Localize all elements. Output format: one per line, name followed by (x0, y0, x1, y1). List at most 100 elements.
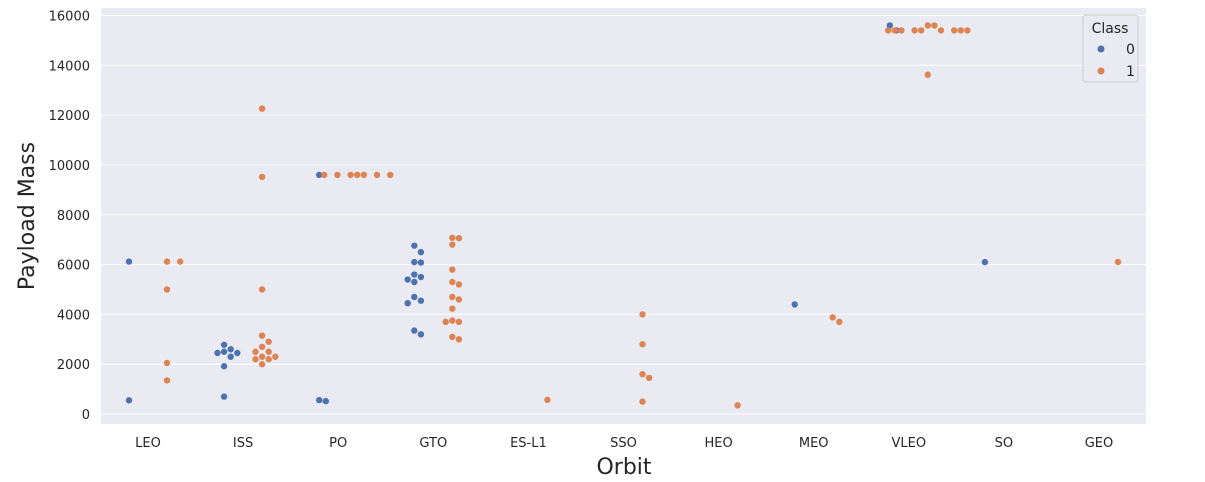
y-tick-label: 10000 (49, 159, 90, 174)
x-tick-label: SO (995, 436, 1013, 451)
data-point-class-1 (455, 281, 463, 288)
data-point-class-0 (220, 341, 228, 348)
legend-label-class-0: 0 (1126, 42, 1135, 58)
data-point-class-1 (645, 374, 653, 382)
data-point-class-0 (791, 301, 798, 308)
data-point-class-1 (911, 27, 918, 34)
data-point-class-1 (924, 71, 931, 78)
data-point-class-1 (321, 171, 328, 179)
data-point-class-1 (449, 305, 456, 312)
data-point-class-0 (220, 363, 228, 370)
data-point-class-1 (265, 356, 272, 363)
data-point-class-1 (163, 359, 171, 367)
data-point-class-1 (258, 361, 266, 368)
legend-box (1082, 14, 1139, 83)
data-point-class-1 (639, 370, 646, 378)
data-point-class-1 (455, 336, 463, 343)
data-point-class-1 (449, 266, 456, 273)
data-point-class-1 (891, 27, 898, 34)
data-point-class-0 (417, 248, 425, 256)
data-point-class-1 (347, 171, 354, 179)
y-tick-label: 16000 (49, 9, 90, 24)
y-tick-label: 0 (82, 408, 90, 423)
y-tick-label: 6000 (57, 259, 90, 274)
y-tick-label: 8000 (57, 209, 90, 224)
data-point-class-1 (931, 22, 938, 29)
grid-lines (101, 14, 1146, 415)
data-point-class-1 (258, 332, 266, 339)
data-point-class-1 (265, 348, 272, 355)
data-point-class-1 (455, 296, 463, 303)
data-point-class-0 (227, 346, 234, 353)
data-point-class-1 (272, 353, 279, 360)
data-point-class-0 (125, 258, 133, 265)
data-point-class-1 (455, 234, 463, 242)
y-tick-label: 14000 (49, 59, 90, 74)
data-point-class-0 (417, 273, 425, 281)
x-axis-title: Orbit (596, 455, 651, 480)
x-tick-label: VLEO (892, 436, 927, 451)
x-tick-label: SSO (610, 436, 637, 451)
data-point-class-0 (981, 258, 989, 266)
data-point-class-1 (373, 171, 381, 179)
data-point-class-1 (455, 318, 463, 326)
data-point-class-0 (214, 349, 221, 357)
data-point-class-1 (258, 173, 266, 181)
data-point-class-1 (360, 171, 367, 179)
x-tick-labels: LEO ISS PO GTO ES-L1 SSO HEO MEO VLEO SO GEO (135, 436, 1113, 451)
data-point-class-0 (234, 349, 241, 357)
data-point-class-1 (449, 278, 456, 286)
data-point-class-0 (417, 331, 425, 338)
data-point-class-1 (639, 341, 646, 348)
data-point-class-0 (227, 353, 234, 360)
data-point-class-1 (258, 105, 266, 112)
y-tick-labels: 0 2000 4000 6000 8000 10000 12000 14000 16000 (49, 9, 90, 423)
data-point-class-1 (449, 333, 456, 341)
data-point-class-1 (885, 27, 892, 34)
data-point-class-1 (951, 27, 958, 34)
data-point-class-0 (886, 22, 893, 29)
data-point-class-1 (937, 27, 945, 34)
data-point-class-1 (449, 317, 456, 324)
data-point-class-1 (258, 353, 266, 360)
data-point-class-1 (252, 356, 259, 363)
data-point-class-0 (220, 348, 228, 355)
data-point-class-1 (258, 286, 266, 293)
data-point-class-1 (957, 27, 964, 34)
data-point-class-1 (163, 377, 171, 384)
x-tick-label: HEO (704, 436, 732, 451)
data-point-class-0 (417, 297, 425, 304)
data-point-class-1 (354, 171, 361, 179)
data-points (125, 22, 1122, 409)
x-tick-label: GTO (419, 436, 447, 451)
data-point-class-0 (220, 393, 228, 400)
x-tick-label: ES-L1 (510, 436, 547, 451)
data-point-class-0 (411, 271, 418, 278)
legend-marker-class-0 (1097, 45, 1105, 53)
data-point-class-0 (411, 258, 418, 266)
plot-background (101, 8, 1146, 424)
data-point-class-1 (177, 258, 184, 265)
data-point-class-1 (334, 171, 341, 179)
data-point-class-0 (411, 278, 418, 286)
data-point-class-1 (449, 234, 456, 241)
data-point-class-1 (265, 338, 272, 345)
data-point-class-1 (387, 171, 394, 179)
data-point-class-1 (829, 314, 836, 321)
y-tick-label: 12000 (49, 109, 90, 124)
data-point-class-1 (544, 396, 551, 404)
data-point-class-0 (316, 171, 323, 179)
data-point-class-1 (163, 286, 171, 293)
data-point-class-1 (639, 311, 646, 318)
data-point-class-0 (316, 396, 323, 404)
data-point-class-0 (125, 397, 133, 404)
data-point-class-1 (449, 241, 456, 248)
data-point-class-1 (918, 27, 925, 34)
data-point-class-0 (404, 276, 411, 283)
y-tick-label: 2000 (57, 358, 90, 373)
x-tick-label: MEO (799, 436, 829, 451)
legend-marker-class-1 (1097, 67, 1105, 75)
y-axis-title: Payload Mass (15, 142, 40, 290)
x-tick-label: GEO (1085, 436, 1114, 451)
data-point-class-0 (417, 259, 425, 266)
